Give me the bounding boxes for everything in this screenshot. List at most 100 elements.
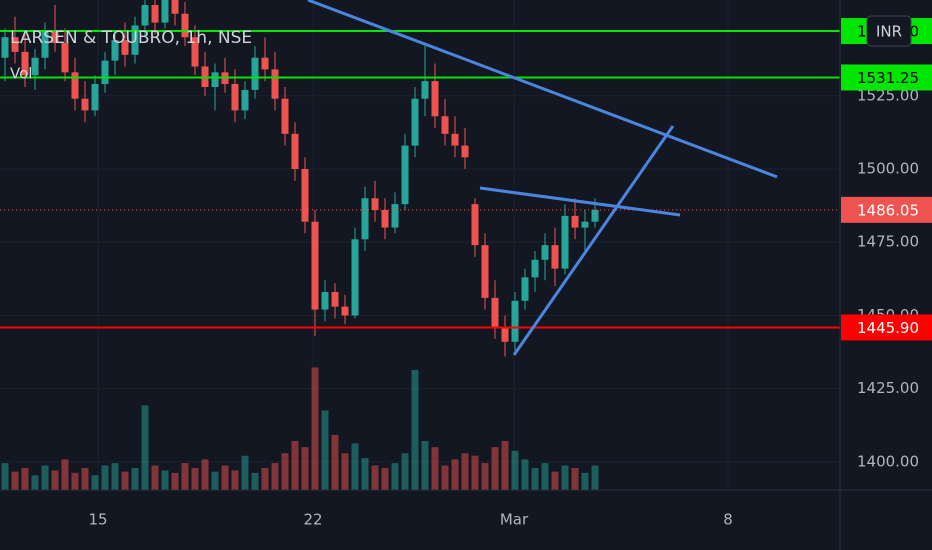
x-tick-label: 22 (303, 511, 322, 529)
level-badge-label: 1531.25 (857, 69, 919, 87)
candle-body (51, 31, 59, 44)
candle-body (521, 277, 529, 301)
candle-body (91, 84, 99, 111)
volume-bar (221, 465, 229, 490)
y-tick-label: 1425.00 (857, 379, 919, 397)
volume-bar (361, 458, 369, 490)
volume-bar (521, 459, 529, 490)
candle-body (551, 245, 559, 269)
volume-bar (91, 475, 99, 490)
candle-body (531, 259, 539, 278)
y-tick-label: 1525.00 (857, 86, 919, 104)
currency-label[interactable]: INR (876, 23, 902, 41)
candle-body (341, 306, 349, 316)
candle-body (181, 13, 189, 38)
volume-bar (451, 459, 459, 490)
volume-bar (511, 450, 519, 490)
level-badge (841, 64, 932, 91)
candle-body (451, 133, 459, 146)
volume-bar (571, 467, 579, 490)
last-price-badge (841, 196, 932, 223)
candle-body (121, 40, 129, 55)
level-badge-label: 1445.90 (857, 319, 919, 337)
candle-body (41, 31, 49, 58)
volume-bar (531, 467, 539, 490)
last-price-badge-label: 1486.05 (857, 201, 919, 219)
candle-body (101, 60, 109, 85)
candle-body (381, 210, 389, 228)
candle-body (471, 204, 479, 246)
volume-bar (121, 471, 129, 490)
volume-bar (301, 447, 309, 490)
volume-bar (11, 471, 19, 490)
candle-body (251, 57, 259, 90)
x-tick-label: 8 (723, 511, 733, 529)
volume-bar (161, 470, 169, 490)
candle-body (571, 215, 579, 228)
volume-bar (551, 471, 559, 490)
candle-body (291, 133, 299, 169)
volume-label: Vol (10, 65, 32, 83)
trend-line (479, 186, 681, 217)
candle-body (151, 4, 159, 23)
candle-body (141, 4, 149, 26)
level-badge (841, 314, 932, 341)
candle-body (81, 98, 89, 111)
candle-body (321, 292, 329, 310)
volume-bar (141, 405, 149, 490)
volume-bar (541, 463, 549, 490)
volume-bar (261, 467, 269, 490)
trend-line (307, 0, 778, 179)
candle-body (541, 245, 549, 260)
candle-body (431, 81, 439, 117)
volume-bar (271, 463, 279, 490)
volume-bar (411, 369, 419, 490)
currency-button[interactable] (866, 15, 912, 47)
candle-body (231, 84, 239, 111)
volume-bar (461, 453, 469, 490)
candle-body (511, 300, 519, 342)
candle-body (11, 37, 19, 52)
volume-bar (231, 470, 239, 490)
volume-bar (341, 453, 349, 490)
candle-body (421, 81, 429, 99)
candle-body (191, 37, 199, 67)
candle-body (21, 51, 29, 76)
candle-body (301, 168, 309, 222)
candle-body (491, 297, 499, 328)
volume-bar (101, 465, 109, 490)
volume-bar (281, 453, 289, 490)
y-tick-label: 1500.00 (857, 159, 919, 177)
candle-body (391, 204, 399, 228)
volume-bar (201, 459, 209, 490)
candle-body (61, 43, 69, 73)
candle-body (401, 145, 409, 205)
volume-bar (471, 455, 479, 490)
candle-body (71, 72, 79, 99)
candle-body (581, 221, 589, 228)
volume-bar (371, 465, 379, 490)
volume-bar (41, 465, 49, 490)
candle-body (211, 72, 219, 87)
candle-body (131, 25, 139, 55)
candle-body (311, 221, 319, 310)
candle-body (351, 239, 359, 316)
trend-line (512, 125, 675, 356)
candle-body (241, 89, 249, 111)
candle-body (591, 209, 599, 222)
volume-bar (391, 463, 399, 490)
volume-bar (131, 467, 139, 490)
volume-bar (481, 463, 489, 490)
volume-bar (81, 467, 89, 490)
volume-bar (311, 367, 319, 490)
chart-title: LARSEN & TOUBRO, 1h, NSE (10, 28, 252, 48)
candle-body (31, 57, 39, 76)
volume-bar (151, 465, 159, 490)
volume-bar (191, 467, 199, 490)
volume-bar (51, 470, 59, 490)
candle-body (161, 0, 169, 23)
candle-body (1, 37, 9, 58)
volume-bar (441, 465, 449, 490)
volume-bar (501, 441, 509, 490)
volume-bar (431, 447, 439, 490)
